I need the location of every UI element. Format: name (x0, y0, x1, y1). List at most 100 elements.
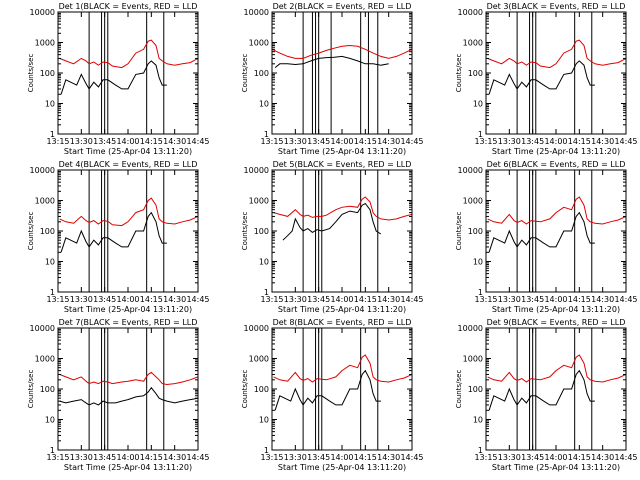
events-series-line (59, 386, 199, 406)
lld-series-line (59, 197, 199, 227)
chart-title: Det 9(BLACK = Events, RED = LLD (487, 318, 626, 327)
events-series-line (274, 55, 389, 68)
y-tick-label: 1000 (463, 197, 483, 206)
x-tick-label: 13:45 (521, 453, 544, 462)
plot-frame (485, 327, 627, 451)
y-tick-label: 10000 (458, 166, 483, 175)
chart-panel: 1 10 100 1000 10000 13:15 13:30 13:45 14:00 14:15… (455, 160, 638, 314)
plot-frame (271, 327, 413, 451)
x-tick-label: 14:45 (186, 137, 209, 146)
x-tick-label: 14:00 (544, 137, 567, 146)
y-tick-label: 1000 (35, 355, 55, 364)
y-tick-label: 10000 (244, 8, 269, 17)
x-tick-label: 14:15 (568, 137, 591, 146)
x-tick-label: 13:45 (521, 137, 544, 146)
x-tick-label: 14:00 (544, 453, 567, 462)
x-axis-label: Start Time (25-Apr-04 13:11:20) (64, 147, 192, 156)
y-tick-label: 1000 (35, 39, 55, 48)
x-tick-label: 13:45 (307, 295, 330, 304)
events-series-line (274, 369, 381, 411)
y-tick-label: 10000 (30, 166, 55, 175)
x-tick-label: 13:15 (46, 137, 69, 146)
y-tick-label: 1 (478, 288, 483, 297)
x-tick-label: 13:30 (498, 137, 521, 146)
y-tick-label: 1 (264, 446, 269, 455)
x-tick-label: 14:45 (614, 137, 637, 146)
x-tick-label: 13:15 (474, 453, 497, 462)
chart-panel: 1 10 100 1000 10000 13:15 13:30 13:45 14:00 14:15… (241, 160, 424, 314)
x-tick-label: 13:30 (284, 453, 307, 462)
x-tick-label: 13:30 (284, 295, 307, 304)
x-axis-label: Start Time (25-Apr-04 13:11:20) (278, 305, 406, 314)
x-tick-label: 14:15 (140, 453, 163, 462)
y-tick-label: 1000 (35, 197, 55, 206)
x-tick-label: 13:15 (260, 453, 283, 462)
chart-title: Det 3(BLACK = Events, RED = LLD (487, 2, 626, 11)
x-tick-label: 14:00 (330, 137, 353, 146)
x-tick-label: 13:30 (498, 295, 521, 304)
x-tick-label: 13:45 (93, 453, 116, 462)
y-tick-label: 10 (473, 100, 483, 109)
y-tick-label: 10 (45, 416, 55, 425)
lld-series-line (59, 39, 199, 69)
x-axis-label: Start Time (25-Apr-04 13:11:20) (64, 463, 192, 472)
lld-series-line (59, 371, 199, 386)
x-tick-label: 13:45 (307, 137, 330, 146)
plot-frame (271, 11, 413, 135)
x-tick-label: 13:15 (46, 295, 69, 304)
y-tick-label: 1000 (249, 355, 269, 364)
x-axis-label: Start Time (25-Apr-04 13:11:20) (492, 147, 620, 156)
y-axis-label: Counts/sec (27, 212, 35, 251)
x-tick-label: 14:15 (140, 137, 163, 146)
x-tick-label: 14:30 (377, 453, 400, 462)
x-tick-label: 14:00 (330, 453, 353, 462)
x-tick-label: 14:00 (116, 295, 139, 304)
x-tick-label: 13:45 (521, 295, 544, 304)
y-tick-label: 10 (45, 100, 55, 109)
y-tick-label: 100 (254, 69, 269, 78)
chart-title: Det 1(BLACK = Events, RED = LLD (59, 2, 198, 11)
y-tick-label: 10000 (458, 8, 483, 17)
chart-panel: 1 10 100 1000 10000 13:15 13:30 13:45 14:00 14:15… (27, 2, 210, 156)
x-tick-label: 14:30 (163, 137, 186, 146)
x-tick-label: 13:15 (260, 137, 283, 146)
chart-panel: 1 10 100 1000 10000 13:15 13:30 13:45 14:00 14:15… (241, 318, 424, 472)
chart-title: Det 2(BLACK = Events, RED = LLD (273, 2, 412, 11)
y-tick-label: 1 (478, 446, 483, 455)
x-tick-label: 13:30 (70, 453, 93, 462)
x-axis-label: Start Time (25-Apr-04 13:11:20) (278, 147, 406, 156)
y-tick-label: 1 (50, 288, 55, 297)
x-axis-label: Start Time (25-Apr-04 13:11:20) (492, 305, 620, 314)
plot-frame (57, 327, 199, 451)
y-tick-label: 1000 (463, 355, 483, 364)
events-series-line (282, 202, 382, 241)
x-tick-label: 14:45 (614, 453, 637, 462)
x-tick-label: 14:30 (591, 295, 614, 304)
y-tick-label: 100 (40, 69, 55, 78)
x-tick-label: 14:45 (400, 137, 423, 146)
x-tick-label: 14:30 (377, 295, 400, 304)
y-axis-label: Counts/sec (27, 54, 35, 93)
y-axis-label: Counts/sec (241, 54, 249, 93)
y-tick-label: 10 (45, 258, 55, 267)
x-tick-label: 14:00 (330, 295, 353, 304)
x-tick-label: 13:30 (498, 453, 521, 462)
x-tick-label: 14:30 (163, 295, 186, 304)
events-series-line (488, 60, 595, 95)
x-tick-label: 14:45 (186, 453, 209, 462)
x-tick-label: 13:30 (70, 295, 93, 304)
y-tick-label: 10000 (30, 8, 55, 17)
y-tick-label: 100 (468, 69, 483, 78)
y-axis-label: Counts/sec (455, 54, 463, 93)
x-tick-label: 14:15 (568, 453, 591, 462)
events-series-line (488, 369, 595, 411)
x-tick-label: 13:15 (474, 137, 497, 146)
x-tick-label: 14:15 (354, 295, 377, 304)
y-tick-label: 10000 (244, 324, 269, 333)
x-tick-label: 14:30 (377, 137, 400, 146)
y-axis-label: Counts/sec (241, 212, 249, 251)
x-tick-label: 14:30 (591, 137, 614, 146)
y-tick-label: 1 (264, 130, 269, 139)
y-tick-label: 1000 (249, 39, 269, 48)
